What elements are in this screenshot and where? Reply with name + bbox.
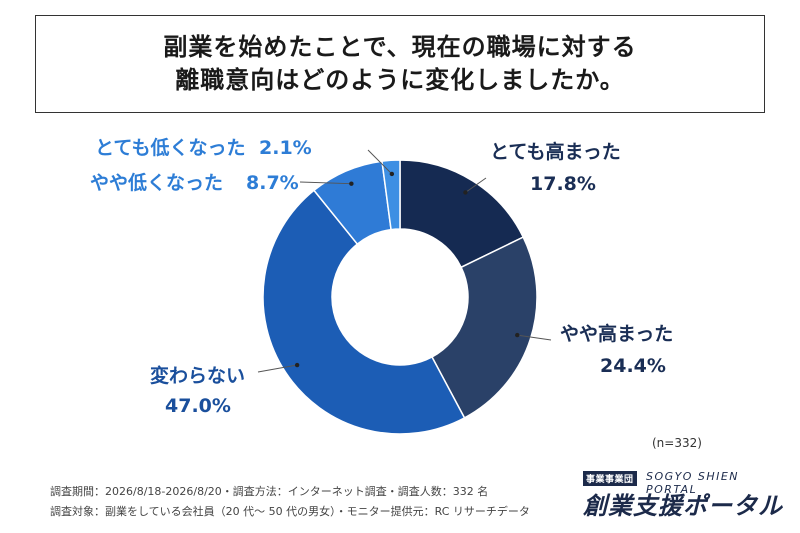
category-label-very-decreased: とても低くなった bbox=[95, 136, 245, 159]
leader-dot-somewhat-decreased bbox=[349, 181, 354, 186]
title-box: 副業を始めたことで、現在の職場に対する 離職意向はどのように変化しましたか。 bbox=[35, 15, 765, 113]
category-label-very-increased: とても高まった bbox=[490, 140, 621, 163]
slice-labels: とても高まった 17.8% やや高まった 24.4% 変わらない 47.0% やや低くなった… bbox=[90, 136, 673, 417]
slice-very-decreased bbox=[381, 159, 401, 231]
leader-line-unchanged bbox=[257, 364, 298, 373]
donut-slices bbox=[262, 159, 538, 435]
survey-footnote-2: 調査対象：副業をしている会社員（20 代〜 50 代の男女）・モニター提供元：R… bbox=[50, 505, 530, 518]
category-label-somewhat-increased: やや高まった bbox=[560, 322, 673, 345]
leader-dot-very-decreased bbox=[389, 171, 395, 177]
logo-english-text: SOGYO SHIEN PORTAL bbox=[646, 470, 740, 496]
leader-dot-very-increased bbox=[463, 190, 468, 195]
category-label-unchanged: 変わらない bbox=[150, 364, 245, 387]
value-label-very-increased: 17.8% bbox=[530, 173, 596, 195]
slice-unchanged bbox=[262, 189, 466, 435]
leader-line-somewhat-decreased bbox=[299, 181, 352, 185]
logo-japanese-text: 創業支援ポータル bbox=[583, 492, 783, 520]
value-label-unchanged: 47.0% bbox=[165, 395, 231, 417]
leader-line-somewhat-increased bbox=[517, 334, 552, 341]
leader-line-very-increased bbox=[465, 177, 487, 193]
leader-line-very-decreased bbox=[367, 149, 393, 175]
chart-title-line-1: 副業を始めたことで、現在の職場に対する bbox=[163, 33, 637, 61]
leader-dot-somewhat-increased bbox=[515, 332, 520, 338]
portal-logo: 事業事業団 SOGYO SHIEN PORTAL 創業支援ポータル bbox=[583, 468, 782, 520]
slice-somewhat-increased bbox=[430, 236, 538, 419]
logo-badge: 事業事業団 bbox=[583, 471, 637, 486]
leader-dot-unchanged bbox=[294, 362, 300, 368]
value-label-very-decreased: 2.1% bbox=[259, 137, 312, 159]
leader-lines bbox=[257, 149, 552, 373]
survey-footnote-1: 調査期間：2026/8/18-2026/8/20・調査方法：インターネット調査・… bbox=[50, 485, 489, 498]
value-label-somewhat-decreased: 8.7% bbox=[246, 172, 299, 194]
category-label-somewhat-decreased: やや低くなった bbox=[90, 171, 223, 194]
chart-title-line-2: 離職意向はどのように変化しましたか。 bbox=[175, 66, 625, 94]
value-label-somewhat-increased: 24.4% bbox=[600, 355, 666, 377]
sample-size: (n=332) bbox=[652, 436, 702, 450]
